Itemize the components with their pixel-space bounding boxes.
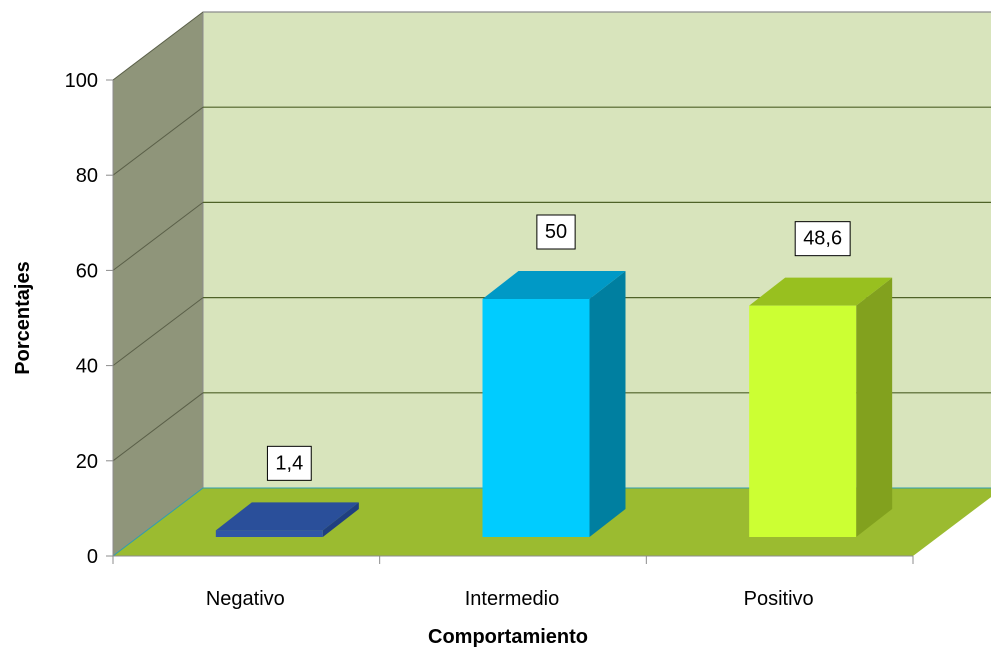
data-label: 50	[536, 214, 576, 250]
x-axis-title: Comportamiento	[428, 626, 588, 648]
bar-side	[322, 502, 359, 537]
data-labels: 1,4 50 48,6	[266, 214, 851, 481]
gridline-side	[112, 11, 204, 81]
bar-front	[749, 305, 857, 537]
data-label-box	[794, 221, 851, 257]
y-tick-label: 100	[65, 70, 98, 92]
bar-top	[749, 277, 893, 306]
y-axis-ticks: 0 20 40 60 80 100	[65, 70, 113, 568]
bar-side	[856, 277, 893, 537]
data-label-box	[536, 214, 576, 250]
bar-top	[482, 271, 626, 299]
data-label-text: 1,4	[275, 452, 303, 474]
bar-side	[589, 271, 626, 537]
y-tick-label: 60	[76, 260, 98, 282]
gridline-side	[112, 202, 204, 271]
data-label: 1,4	[266, 445, 312, 481]
data-label-text: 48,6	[803, 228, 842, 250]
gridline-side	[112, 392, 204, 462]
bars	[215, 271, 893, 537]
bar-front	[482, 299, 590, 537]
gridline-floor-side	[112, 487, 204, 557]
data-label-box	[266, 445, 312, 481]
x-axis-ticks: Negativo Intermedio Positivo	[112, 556, 914, 610]
bar-negativo	[215, 502, 359, 537]
x-tick-label: Intermedio	[465, 588, 560, 610]
data-label: 48,6	[794, 221, 851, 257]
y-tick-label: 80	[76, 165, 98, 187]
chart-side-wall	[113, 12, 203, 556]
bar-front	[215, 530, 323, 537]
y-tick-label: 20	[76, 451, 98, 473]
gridline-side	[112, 297, 204, 366]
bar-top	[215, 502, 359, 531]
y-tick-label: 0	[87, 546, 98, 568]
x-tick-label: Positivo	[744, 588, 814, 610]
y-tick-label: 40	[76, 356, 98, 378]
x-tick-label: Negativo	[206, 588, 285, 610]
gridline-side	[112, 106, 204, 176]
bar-positivo	[749, 277, 893, 537]
bar-intermedio	[482, 271, 626, 537]
y-axis-title: Porcentajes	[12, 261, 34, 374]
data-label-text: 50	[545, 221, 567, 243]
